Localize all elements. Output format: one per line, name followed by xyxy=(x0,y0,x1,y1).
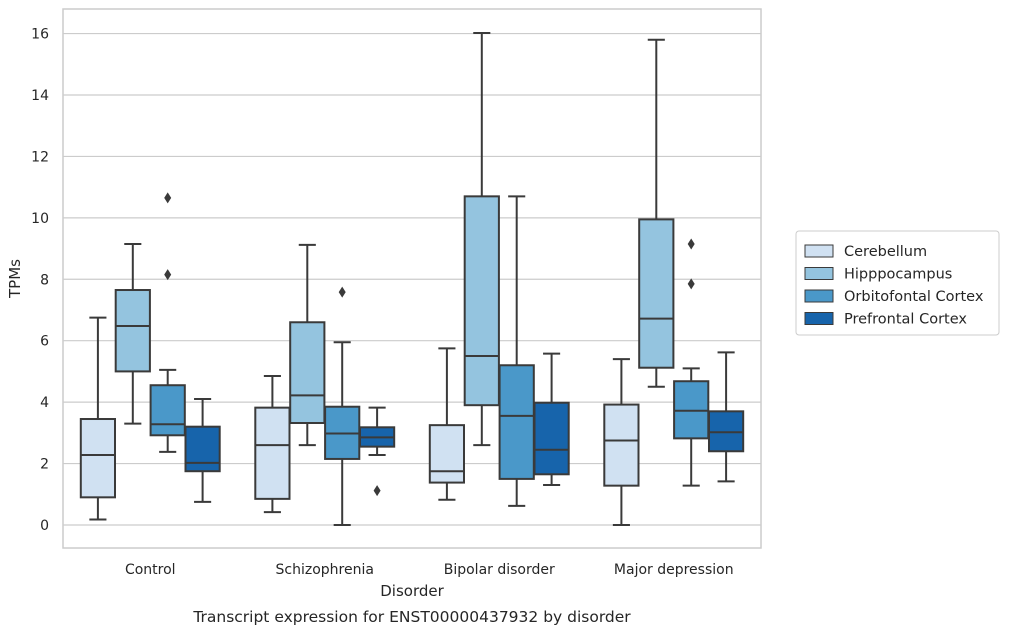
legend-label-hipppocampus: Hipppocampus xyxy=(844,267,952,283)
y-tick-label-8: 8 xyxy=(40,272,49,288)
box-iqr xyxy=(463,195,500,407)
chart-caption: Transcript expression for ENST0000043793… xyxy=(192,608,631,626)
legend-swatch-hipppocampus xyxy=(804,267,834,280)
box-bipolar-disorder-orbitofontal-cortex xyxy=(498,195,535,507)
outlier-point xyxy=(164,192,172,204)
box-control-cerebellum xyxy=(79,316,117,521)
legend-label-cerebellum: Cerebellum xyxy=(844,244,927,260)
outlier-point xyxy=(164,269,172,281)
legend-swatch-orbitofontal-cortex xyxy=(804,289,834,303)
box-iqr xyxy=(289,321,326,425)
box-schizophrenia-orbitofontal-cortex xyxy=(324,286,361,526)
box-control-hipppocampus xyxy=(114,242,151,425)
box-iqr xyxy=(603,403,640,487)
y-axis-label: TPMs xyxy=(6,259,24,299)
box-bipolar-disorder-hipppocampus xyxy=(463,31,500,447)
box-bipolar-disorder-cerebellum xyxy=(428,347,466,501)
box-iqr xyxy=(79,418,117,499)
x-tick-label-bipolar-disorder: Bipolar disorder xyxy=(444,562,555,578)
x-tick-label-major-depression: Major depression xyxy=(614,562,734,578)
outlier-point xyxy=(687,238,695,250)
x-tick-label-schizophrenia: Schizophrenia xyxy=(276,562,374,578)
box-schizophrenia-prefrontal-cortex xyxy=(358,406,396,497)
y-tick-label-10: 10 xyxy=(31,211,49,227)
y-tick-labels: 0 2 4 6 8 10 12 14 16 xyxy=(31,27,49,534)
x-axis-label: Disorder xyxy=(380,582,444,600)
box-iqr xyxy=(254,406,291,500)
box-iqr xyxy=(184,425,221,473)
legend-label-orbitofontal-cortex: Orbitofontal Cortex xyxy=(844,289,984,305)
box-major-depression-orbitofontal-cortex xyxy=(673,238,710,487)
box-iqr xyxy=(114,289,151,373)
x-tick-label-control: Control xyxy=(125,562,176,578)
outlier-point xyxy=(687,278,695,290)
box-iqr xyxy=(149,384,186,437)
box-control-prefrontal-cortex xyxy=(184,398,221,503)
box-major-depression-cerebellum xyxy=(603,358,640,526)
y-tick-label-16: 16 xyxy=(31,27,49,43)
y-tick-label-12: 12 xyxy=(31,149,49,165)
x-tick-labels: Control Schizophrenia Bipolar disorder Majo… xyxy=(125,562,734,578)
box-layer xyxy=(79,31,745,526)
legend-frame xyxy=(795,230,1000,336)
y-tick-label-0: 0 xyxy=(40,518,49,534)
plot-area-frame xyxy=(62,8,762,549)
box-control-orbitofontal-cortex xyxy=(149,192,186,453)
box-iqr xyxy=(638,218,675,369)
box-major-depression-prefrontal-cortex xyxy=(707,351,745,483)
y-tick-label-4: 4 xyxy=(40,395,49,411)
box-schizophrenia-hipppocampus xyxy=(289,243,326,447)
y-tick-label-2: 2 xyxy=(40,457,49,473)
outlier-point xyxy=(373,485,381,497)
y-tick-label-6: 6 xyxy=(40,334,49,350)
legend-swatch-prefrontal-cortex xyxy=(804,312,834,325)
box-iqr xyxy=(498,364,535,480)
box-bipolar-disorder-prefrontal-cortex xyxy=(533,352,570,487)
legend-swatch-cerebellum xyxy=(804,244,834,258)
legend-label-prefrontal-cortex: Prefrontal Cortex xyxy=(844,312,967,328)
box-schizophrenia-cerebellum xyxy=(254,375,291,514)
y-tick-label-14: 14 xyxy=(31,88,49,104)
box-iqr xyxy=(428,424,466,484)
legend[interactable]: Cerebellum Hipppocampus Orbitofontal Corte… xyxy=(795,230,1000,336)
outlier-point xyxy=(338,286,346,298)
box-major-depression-hipppocampus xyxy=(638,38,675,388)
box-iqr xyxy=(533,401,570,476)
